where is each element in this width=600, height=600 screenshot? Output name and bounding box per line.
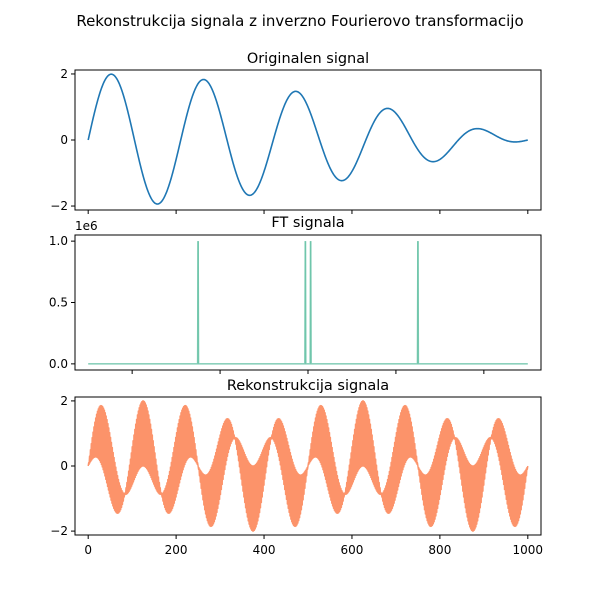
y-axis: −2 0 2 xyxy=(50,394,75,538)
panel-reconstruction: −2 0 2 0 200 400 600 800 1000 Rekonstrukcija si… xyxy=(50,378,543,557)
y-tick-label: 0 xyxy=(60,459,68,473)
chart-title-reconstruction: Rekonstrukcija signala xyxy=(227,378,389,394)
figure-title: Rekonstrukcija signala z inverzno Fourie… xyxy=(76,12,523,30)
x-tick-label: 400 xyxy=(253,543,276,557)
x-tick-label: 800 xyxy=(428,543,451,557)
x-tick-label: 0 xyxy=(84,543,92,557)
signal-line xyxy=(87,73,528,205)
panel-ft: 0.0 0.5 1.0 FT signala 1e6 xyxy=(49,215,542,374)
x-tick-label: 1000 xyxy=(513,543,544,557)
y-axis: −2 0 2 xyxy=(50,67,75,213)
y-tick-label: 2 xyxy=(60,67,68,81)
y-tick-label: 0.0 xyxy=(49,357,68,371)
x-axis: 0 200 400 600 800 1000 xyxy=(84,535,543,557)
y-tick-label: 2 xyxy=(60,394,68,408)
x-tick-label: 200 xyxy=(165,543,188,557)
y-tick-label: 0 xyxy=(60,133,68,147)
x-axis xyxy=(87,210,529,214)
y-tick-label: −2 xyxy=(50,199,68,213)
y-tick-label: 1.0 xyxy=(49,234,68,248)
y-axis: 0.0 0.5 1.0 xyxy=(49,234,75,371)
panel-original-signal: −2 0 2 Originalen signal xyxy=(50,51,542,214)
chart-title-ft: FT signala xyxy=(271,215,344,231)
data-layer xyxy=(87,400,529,532)
reconstruction-line xyxy=(87,400,529,532)
x-axis xyxy=(131,370,485,374)
chart-title-original: Originalen signal xyxy=(247,51,369,67)
data-layer xyxy=(87,73,528,205)
y-tick-label: 0.5 xyxy=(49,296,68,310)
y-offset-label: 1e6 xyxy=(75,219,98,233)
x-tick-label: 600 xyxy=(341,543,364,557)
data-layer xyxy=(88,241,528,365)
y-tick-label: −2 xyxy=(50,524,68,538)
